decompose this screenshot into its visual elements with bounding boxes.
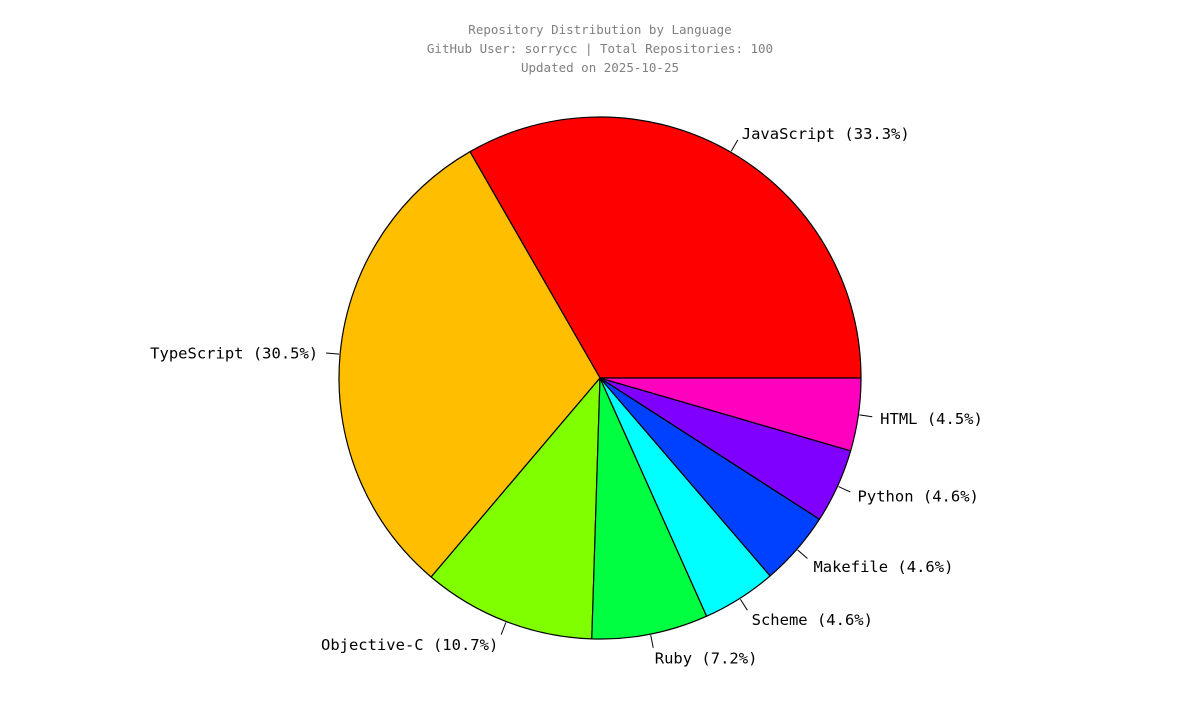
pie-labels: JavaScript (33.3%) TypeScript (30.5%) Obje…	[150, 125, 983, 668]
leader-line-objective-c	[500, 622, 507, 635]
pie-slice-javascript	[469, 116, 862, 379]
slice-label-makefile: Makefile (4.6%)	[813, 558, 953, 576]
leader-line-html	[859, 414, 873, 418]
pie-slices	[338, 116, 862, 640]
chart-updated-date: Updated on 2025-10-25	[521, 60, 679, 75]
chart-title: Repository Distribution by Language	[468, 22, 731, 37]
leader-line-makefile	[797, 549, 808, 559]
pie-slice-html	[599, 377, 862, 452]
slice-label-scheme: Scheme (4.6%)	[752, 611, 873, 629]
pie-slice-objective-c	[430, 377, 601, 640]
pie-slice-typescript	[338, 151, 601, 578]
leader-line-ruby	[650, 634, 654, 648]
leader-line-python	[838, 486, 851, 493]
pie-slice-ruby	[591, 377, 708, 640]
slice-label-html: HTML (4.5%)	[880, 410, 983, 428]
leader-line-typescript	[326, 352, 340, 355]
slice-label-ruby: Ruby (7.2%)	[655, 650, 758, 668]
slice-label-javascript: JavaScript (33.3%)	[742, 125, 910, 143]
slice-label-objective-c: Objective-C (10.7%)	[321, 636, 498, 654]
leader-line-javascript	[730, 139, 739, 152]
chart-subtitle: GitHub User: sorrycc | Total Repositorie…	[427, 41, 773, 56]
slice-label-python: Python (4.6%)	[858, 487, 979, 505]
leader-line-scheme	[739, 598, 748, 611]
pie-leader-lines	[326, 139, 873, 648]
slice-label-typescript: TypeScript (30.5%)	[150, 344, 318, 362]
